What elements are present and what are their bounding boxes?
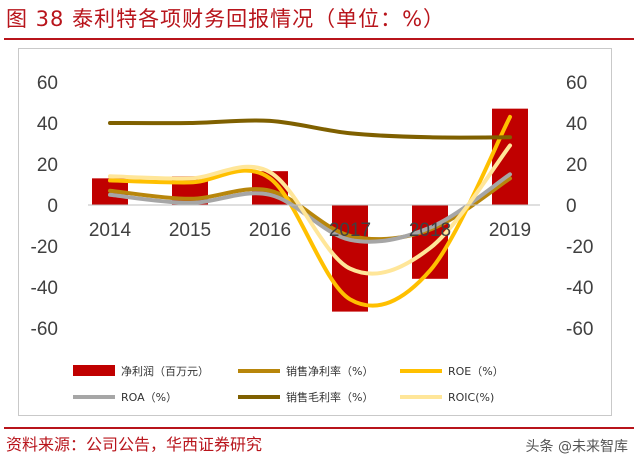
line-net-margin: [108, 176, 512, 242]
x-axis-tick-label: 2014: [89, 220, 132, 241]
y-axis-left-tick-label: -60: [31, 319, 58, 340]
watermark: 头条 @未来智库: [525, 439, 628, 455]
y-axis-left-tick-label: -40: [31, 278, 58, 299]
y-axis-left-tick-label: 60: [37, 73, 58, 94]
chart-frame: [18, 48, 612, 416]
y-axis-left-tick-label: 40: [37, 114, 58, 135]
source-divider: [4, 427, 634, 429]
legend-roa-label: ROA（%）: [121, 391, 177, 404]
x-axis-tick-label: 2017: [329, 220, 371, 241]
title-divider: [4, 38, 634, 40]
x-axis-tick-label: 2015: [169, 220, 211, 241]
y-axis-left-tick-label: 0: [47, 196, 58, 217]
y-axis-left-tick-label: -20: [31, 237, 58, 258]
x-axis-tick-label: 2019: [489, 220, 531, 241]
y-axis-right-tick-label: -60: [566, 319, 593, 340]
x-axis-tick-label: 2018: [409, 220, 451, 241]
legend-net-profit-swatch: [73, 365, 115, 376]
y-axis-left-tick-label: 20: [37, 155, 58, 176]
bar-net-profit-2019: [492, 108, 528, 205]
line-roa: [108, 172, 512, 244]
y-axis-right-tick-label: 60: [566, 73, 587, 94]
line-gross-margin: [108, 118, 512, 140]
y-axis-right-tick-label: -20: [566, 237, 593, 258]
legend-net-profit-label: 净利润（百万元）: [121, 364, 209, 378]
line-roe: [108, 114, 512, 308]
figure-title: 图 38 泰利特各项财务回报情况（单位：%）: [6, 7, 446, 31]
y-axis-right-tick-label: 20: [566, 155, 587, 176]
legend-roic-label: ROIC(%): [448, 391, 494, 404]
y-axis-right-tick-label: 40: [566, 114, 587, 135]
y-axis-right-tick-label: 0: [566, 196, 577, 217]
line-roic: [108, 143, 512, 276]
bar-net-profit-2018: [412, 205, 448, 279]
y-axis-right-tick-label: -40: [566, 278, 593, 299]
legend-roe-label: ROE（%）: [448, 365, 504, 378]
legend-gross-margin-label: 销售毛利率（%）: [286, 390, 373, 404]
source-note: 资料来源：公司公告，华西证券研究: [6, 435, 263, 454]
x-axis-tick-label: 2016: [249, 220, 291, 241]
legend-net-margin-label: 销售净利率（%）: [286, 364, 373, 378]
